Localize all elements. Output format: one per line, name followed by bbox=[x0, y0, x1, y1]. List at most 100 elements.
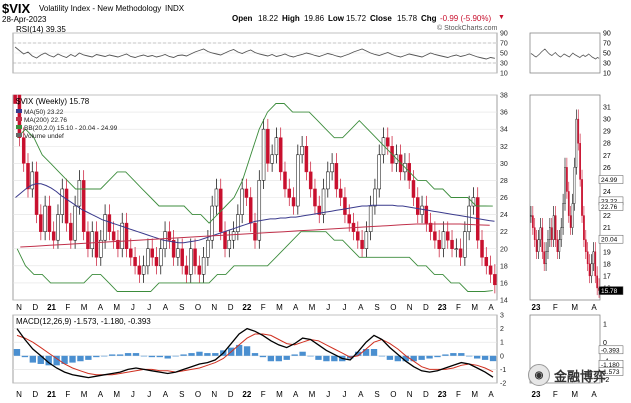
macd-x-tick-label: D bbox=[228, 390, 234, 399]
candle-body bbox=[445, 231, 450, 241]
macd-x-tick-label: O bbox=[195, 390, 201, 399]
rsi-y-tick-label: 50 bbox=[500, 51, 508, 58]
price-x-tick-label: J bbox=[147, 303, 151, 312]
macd-x-tick-label: F bbox=[65, 390, 70, 399]
price-x-tick-label: N bbox=[16, 303, 22, 312]
macd-histogram-bar bbox=[148, 355, 156, 358]
price-x-tick-label: M bbox=[471, 303, 478, 312]
candle-body bbox=[171, 239, 176, 258]
macd-histogram-bar bbox=[370, 349, 378, 356]
price-x-tick-label: M bbox=[113, 303, 120, 312]
macd-histogram-bar bbox=[101, 355, 108, 357]
candle-body bbox=[381, 137, 386, 156]
right-price-value-label: 24.99 bbox=[601, 177, 618, 184]
candle-body bbox=[129, 248, 133, 258]
candle-body bbox=[441, 231, 446, 250]
price-x-tick-label: D bbox=[228, 303, 234, 312]
candle-body bbox=[69, 222, 73, 241]
candle-body bbox=[30, 171, 35, 190]
right-candle-body bbox=[579, 143, 581, 180]
right-candle-body bbox=[531, 215, 534, 228]
macd-histogram-bar bbox=[283, 355, 290, 360]
macd-x-tick-label: A bbox=[98, 390, 104, 399]
right-price-tick-label: 24 bbox=[603, 189, 611, 196]
macd-x-tick-label: J bbox=[147, 390, 151, 399]
right-candle-body bbox=[584, 239, 587, 252]
candle-body bbox=[386, 137, 390, 147]
macd-histogram-bar bbox=[315, 355, 322, 360]
candle-body bbox=[218, 188, 223, 232]
exchange-label: INDX bbox=[165, 4, 185, 13]
candle-body bbox=[99, 239, 103, 258]
stockcharts-credit: © StockCharts.com bbox=[437, 25, 498, 32]
chg-value: -0.99 (-5.90%) bbox=[440, 14, 492, 23]
right-price-tick-label: 29 bbox=[603, 129, 611, 136]
price-x-tick-label: D bbox=[32, 303, 38, 312]
macd-histogram-bar bbox=[53, 355, 60, 366]
macd-histogram-bar bbox=[196, 351, 203, 356]
right-rsi-tick-label: 90 bbox=[603, 31, 611, 38]
right-candle-body bbox=[545, 251, 547, 265]
right-price-x-tick-label: M bbox=[571, 303, 578, 312]
right-price-tick-label: 26 bbox=[603, 165, 611, 172]
macd-y-tick-label: 1 bbox=[500, 340, 504, 347]
right-candle-body bbox=[535, 239, 538, 252]
candle-body bbox=[64, 188, 69, 224]
price-x-tick-label: A bbox=[163, 303, 169, 312]
candle-body bbox=[416, 197, 420, 215]
candle-body bbox=[458, 248, 463, 258]
right-price-tick-label: 17 bbox=[603, 273, 611, 280]
macd-y-tick-label: -2 bbox=[500, 381, 506, 388]
candle-body bbox=[313, 188, 317, 207]
macd-x-tick-label: J bbox=[131, 390, 135, 399]
candle-body bbox=[368, 205, 373, 232]
right-candle-body bbox=[541, 227, 544, 252]
price-x-tick-label: F bbox=[456, 303, 461, 312]
legend-swatch bbox=[16, 117, 22, 121]
wechat-logo-icon: ◉ bbox=[528, 364, 550, 386]
macd-histogram-bar bbox=[402, 355, 409, 362]
macd-histogram-bar bbox=[418, 355, 425, 360]
candle-body bbox=[210, 205, 214, 241]
candle-body bbox=[137, 265, 142, 275]
price-x-tick-label: 23 bbox=[438, 303, 447, 312]
rsi-y-tick-label: 90 bbox=[500, 31, 508, 38]
candle-body bbox=[90, 231, 94, 250]
candle-body bbox=[253, 222, 257, 241]
candle-body bbox=[13, 94, 17, 104]
symbol-label: $VIX bbox=[2, 1, 31, 16]
right-candle-body bbox=[567, 191, 570, 216]
high-label: High bbox=[282, 14, 300, 23]
price-y-tick-label: 22 bbox=[500, 229, 508, 236]
right-candle-body bbox=[543, 251, 546, 265]
candle-body bbox=[244, 188, 249, 198]
candle-body bbox=[424, 205, 429, 224]
candle-body bbox=[493, 274, 497, 286]
candle-body bbox=[154, 257, 159, 267]
right-macd-tick-label: -2 bbox=[603, 377, 609, 384]
right-price-x-tick-label: A bbox=[591, 303, 597, 312]
macd-x-tick-label: F bbox=[456, 390, 461, 399]
legend-swatch bbox=[16, 109, 22, 113]
price-x-tick-label: A bbox=[488, 303, 494, 312]
candle-body bbox=[26, 163, 30, 190]
right-price-tick-label: 21 bbox=[603, 225, 611, 232]
price-y-tick-label: 32 bbox=[500, 144, 508, 151]
price-y-tick-label: 36 bbox=[500, 110, 508, 117]
price-y-tick-label: 34 bbox=[500, 127, 508, 134]
candle-body bbox=[278, 137, 283, 173]
right-price-value-box bbox=[598, 175, 624, 184]
candle-body bbox=[240, 188, 244, 215]
right-price-tick-label: 27 bbox=[603, 153, 611, 160]
candle-body bbox=[454, 248, 459, 250]
macd-histogram-bar bbox=[109, 354, 116, 356]
right-price-tick-label: 31 bbox=[603, 105, 611, 112]
price-x-tick-label: M bbox=[276, 303, 283, 312]
candle-body bbox=[81, 180, 86, 232]
macd-histogram-bar bbox=[13, 349, 21, 356]
macd-histogram-bar bbox=[259, 355, 267, 358]
chart-header: $VIX Volatility Index - New Methodology … bbox=[0, 0, 631, 32]
candle-body bbox=[330, 163, 334, 173]
macd-histogram-bar bbox=[21, 355, 29, 358]
candle-body bbox=[326, 171, 330, 190]
